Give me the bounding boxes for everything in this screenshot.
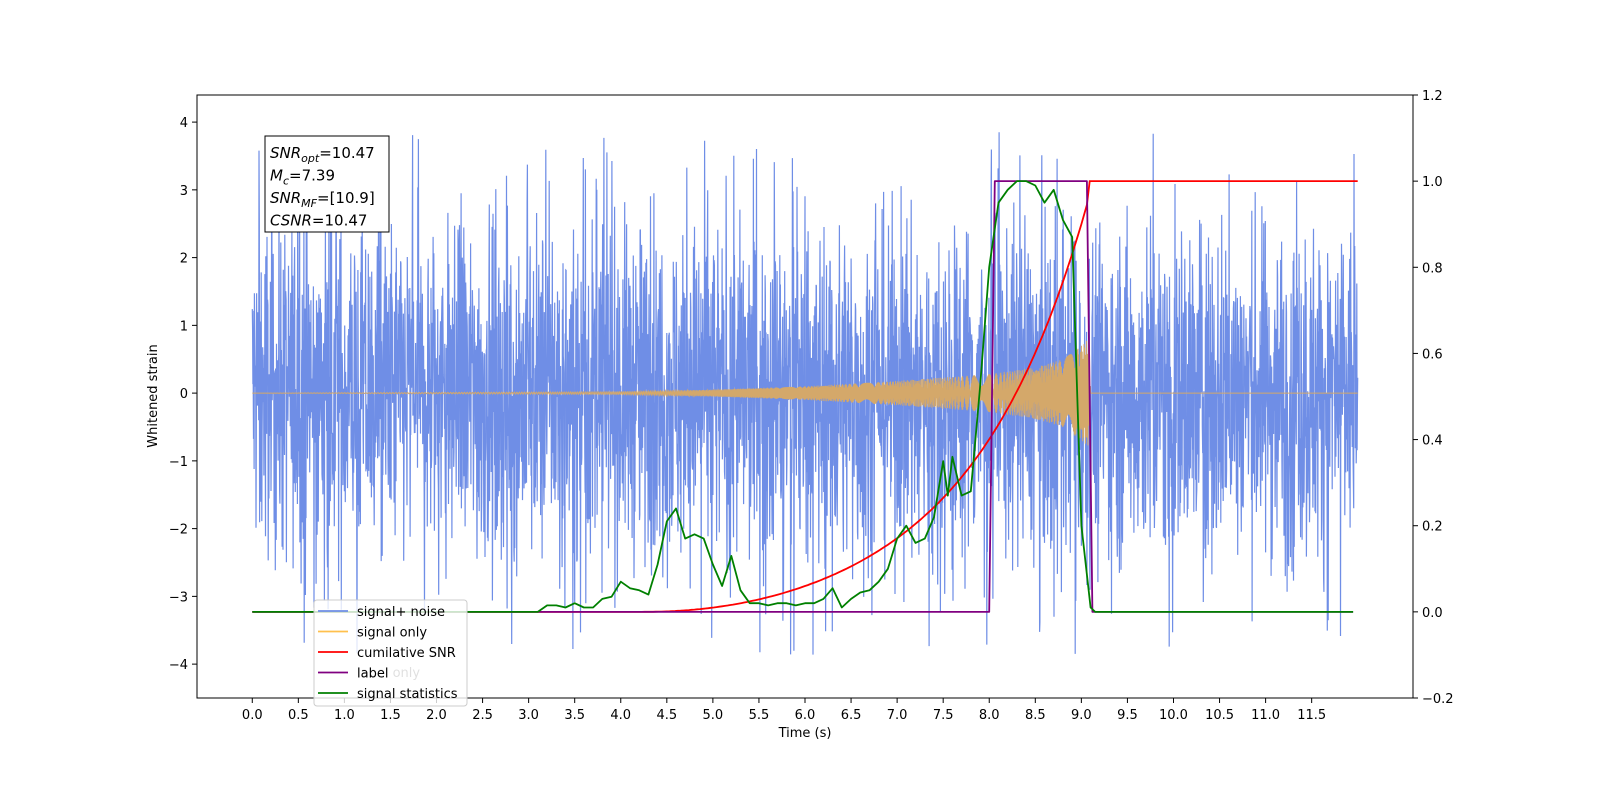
x-tick-label: 10.0 [1159, 708, 1188, 723]
y-right-tick-label: 0.6 [1422, 347, 1443, 362]
series-signal-noise-line [251, 132, 1359, 655]
y-axis-label: Whitened strain [146, 344, 161, 447]
legend-label: signal only [357, 626, 427, 641]
y-right-tick-label: 0.2 [1422, 520, 1443, 535]
annotation-line: SNRopt=10.47 [270, 144, 375, 165]
x-tick-label: 8.0 [979, 708, 1000, 723]
legend-label: label [357, 667, 388, 682]
legend-label: signal+ noise [357, 605, 445, 620]
x-tick-label: 9.5 [1117, 708, 1138, 723]
x-tick-label: 11.0 [1251, 708, 1280, 723]
series-signal-statistics-line [252, 180, 1354, 613]
x-tick-label: 0.0 [242, 708, 263, 723]
x-tick-label: 1.0 [334, 708, 355, 723]
annotation-frame [264, 135, 390, 233]
x-tick-label: 7.0 [887, 708, 908, 723]
y-left-tick-label: 0 [180, 387, 188, 402]
y-left-tick-label: 1 [180, 319, 188, 334]
annotation-line: SNRMF=[10.9] [270, 189, 375, 210]
x-tick-label: 2.0 [426, 708, 447, 723]
y-left-tick-label: 3 [180, 184, 188, 199]
x-tick-label: 9.0 [1071, 708, 1092, 723]
annotation-line: Mc=7.39 [270, 167, 335, 188]
y-left-tick-label: −2 [169, 523, 188, 538]
y-right-tick-label: 0.8 [1422, 261, 1443, 276]
y-right-tick-label: −0.2 [1422, 692, 1454, 707]
annotation-line: CSNR=10.47 [270, 212, 367, 230]
x-tick-label: 4.5 [656, 708, 677, 723]
y-left-tick-label: 4 [180, 116, 188, 131]
x-tick-label: 5.5 [749, 708, 770, 723]
y-left-tick-label: 2 [180, 252, 188, 267]
x-tick-label: 0.5 [288, 708, 309, 723]
x-tick-label: 8.5 [1025, 708, 1046, 723]
y-right-tick-label: 1.2 [1422, 89, 1443, 104]
legend-frame [313, 599, 468, 707]
legend: label only signal+ noise signal only cumila… [313, 599, 468, 707]
x-tick-label: 6.0 [795, 708, 816, 723]
y-right-tick-label: 0.4 [1422, 434, 1443, 449]
x-tick-label: 3.0 [518, 708, 539, 723]
legend-label: signal statistics [357, 687, 458, 702]
x-tick-label: 1.5 [380, 708, 401, 723]
legend-hidden-text: label only [357, 666, 420, 681]
x-tick-label: 6.5 [841, 708, 862, 723]
x-tick-label: 5.0 [703, 708, 724, 723]
x-tick-label: 11.5 [1297, 708, 1326, 723]
y-left-tick-label: −4 [169, 658, 188, 673]
x-tick-label: 4.0 [610, 708, 631, 723]
y-axis-left-ticks: −4 −3 −2 −1 0 1 2 3 4 [169, 116, 197, 673]
legend-label: cumilative SNR [357, 646, 456, 661]
x-axis-label: Time (s) [778, 726, 832, 741]
x-tick-label: 10.5 [1205, 708, 1234, 723]
x-axis-ticks: 0.0 0.5 1.0 1.5 2.0 2.5 3.0 3.5 4.0 4.5 5.0 5.5 6.0 6… [242, 698, 1326, 723]
series-signal-only-line [252, 340, 1358, 446]
x-tick-label: 2.5 [472, 708, 493, 723]
y-axis-right-ticks: −0.2 0.0 0.2 0.4 0.6 0.8 1.0 1.2 [1413, 89, 1454, 707]
y-right-tick-label: 0.0 [1422, 606, 1443, 621]
x-tick-label: 3.5 [564, 708, 585, 723]
y-left-tick-label: −3 [169, 590, 188, 605]
y-right-tick-label: 1.0 [1422, 175, 1443, 190]
y-left-tick-label: −1 [169, 455, 188, 470]
x-tick-label: 7.5 [933, 708, 954, 723]
